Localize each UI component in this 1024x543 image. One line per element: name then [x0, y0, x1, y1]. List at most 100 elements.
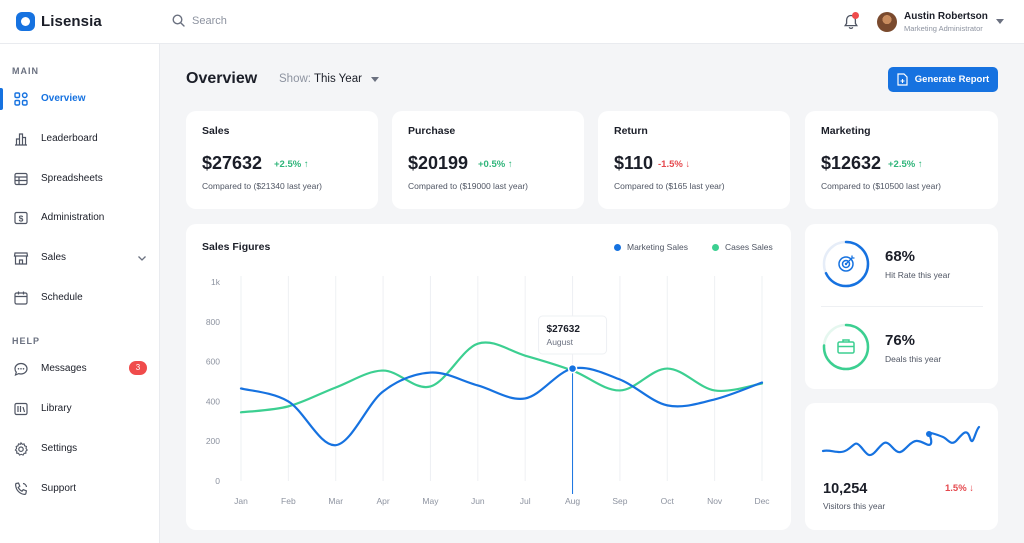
sidebar-item-label: Leaderboard	[41, 133, 98, 144]
app-logo[interactable]: Lisensia	[16, 12, 102, 31]
hit-rate-progress	[822, 240, 870, 288]
arrow-up-icon: ↑	[303, 159, 309, 170]
search-icon	[172, 14, 185, 27]
grid-icon	[14, 92, 28, 106]
briefcase-icon	[837, 339, 855, 354]
search-placeholder: Search	[192, 14, 227, 27]
sidebar-item-label: Library	[41, 403, 72, 414]
y-tick-label: 1k	[211, 277, 221, 287]
user-name: Austin Robertson	[904, 11, 988, 22]
chevron-down-icon[interactable]	[371, 77, 379, 82]
x-tick-label: Mar	[328, 496, 343, 506]
visitors-change: 1.5% ↓	[945, 483, 974, 494]
arrow-up-icon: ↑	[507, 159, 513, 170]
stat-compare: Compared to ($21340 last year)	[202, 181, 323, 191]
x-tick-label: Aug	[565, 496, 580, 506]
stat-card-marketing: Marketing $12632 +2.5% ↑ Compared to ($1…	[805, 111, 998, 209]
generate-report-button[interactable]: Generate Report	[888, 67, 998, 92]
hit-rate-label: Hit Rate this year	[885, 270, 951, 280]
stat-value: $27632	[202, 153, 263, 173]
document-icon	[897, 73, 908, 86]
legend-item-cases: Cases Sales	[712, 242, 773, 252]
sidebar-item-schedule[interactable]: Schedule	[0, 285, 159, 311]
stat-compare: Compared to ($19000 last year)	[408, 181, 529, 191]
stat-title: Sales	[202, 125, 230, 137]
stat-title: Marketing	[821, 125, 871, 137]
notification-dot	[852, 12, 859, 19]
avatar[interactable]	[877, 12, 897, 32]
page-title: Overview	[186, 70, 258, 87]
sidebar-item-spreadsheets[interactable]: Spreadsheets	[0, 166, 159, 192]
target-icon	[838, 255, 855, 272]
legend-label: Marketing Sales	[627, 242, 688, 252]
visitors-label: Visitors this year	[823, 501, 886, 511]
stat-compare: Compared to ($10500 last year)	[821, 181, 942, 191]
arrow-down-icon: ↓	[685, 159, 691, 170]
store-icon	[13, 252, 29, 265]
chart-title: Sales Figures	[202, 241, 271, 253]
generate-report-label: Generate Report	[914, 74, 990, 85]
sidebar-item-leaderboard[interactable]: Leaderboard	[0, 126, 159, 152]
gear-icon	[14, 441, 28, 456]
visitors-sparkline	[821, 425, 981, 457]
stat-card-sales: Sales $27632 +2.5% ↑ Compared to ($21340…	[186, 111, 378, 209]
sidebar-item-sales[interactable]: Sales	[0, 245, 159, 271]
sidebar-item-label: Spreadsheets	[41, 173, 103, 184]
x-tick-label: Oct	[661, 496, 675, 506]
dollar-icon: $	[14, 211, 28, 225]
legend-label: Cases Sales	[725, 242, 773, 252]
stat-card-return: Return $110 -1.5% ↓ Compared to ($165 la…	[598, 111, 790, 209]
period-select[interactable]: Show: This Year	[279, 73, 362, 85]
x-tick-label: Jan	[234, 496, 248, 506]
stat-change: +2.5% ↑	[274, 159, 309, 170]
sidebar-section-main: MAIN	[12, 66, 39, 76]
x-tick-label: Jun	[471, 496, 485, 506]
sidebar-item-label: Schedule	[41, 292, 83, 303]
stat-value: $20199	[408, 153, 469, 173]
app-name: Lisensia	[41, 13, 102, 30]
legend-dot	[712, 243, 719, 251]
period-value: This Year	[313, 73, 362, 85]
x-tick-label: Jul	[520, 496, 531, 506]
chart-tooltip	[538, 315, 608, 355]
top-bar: Lisensia Search Austin Robertson Marketi…	[0, 0, 1024, 44]
sales-line-chart[interactable]: Jan Feb Mar Apr May Jun Jul Aug Sep Oct Nov Dec 0 200…	[186, 224, 791, 530]
hit-rate-value: 68%	[885, 248, 916, 265]
y-tick-label: 200	[206, 436, 220, 446]
x-tick-label: Apr	[376, 496, 389, 506]
sidebar-item-overview[interactable]: Overview	[0, 86, 159, 112]
sparkline-path	[821, 425, 981, 457]
bar-chart-icon	[15, 133, 27, 146]
arrow-down-icon: ↓	[969, 483, 975, 494]
sidebar-item-support[interactable]: Support	[0, 476, 159, 502]
x-tick-label: May	[422, 496, 439, 506]
deals-ring	[822, 323, 870, 371]
svg-text:$: $	[19, 213, 24, 223]
y-tick-label: 400	[206, 396, 220, 406]
stat-change-value: -1.5%	[658, 159, 683, 170]
sidebar-item-messages[interactable]: Messages 3	[0, 356, 159, 382]
chevron-down-icon[interactable]	[996, 19, 1004, 24]
logo-mark-icon	[16, 12, 35, 31]
tooltip-value: $27632	[547, 324, 581, 335]
sales-figures-card: Sales Figures Marketing Sales Cases Sale…	[186, 224, 791, 530]
x-tick-label: Feb	[281, 496, 296, 506]
sparkline-marker	[926, 431, 932, 437]
y-tick-label: 800	[206, 317, 220, 327]
legend-item-marketing: Marketing Sales	[614, 242, 688, 252]
divider	[821, 306, 983, 307]
series-line-marketing-sales	[239, 366, 764, 447]
sidebar-item-label: Administration	[41, 212, 105, 223]
deals-value: 76%	[885, 332, 916, 349]
chevron-down-icon[interactable]	[137, 253, 147, 263]
stat-value: $110	[614, 153, 654, 173]
library-icon	[14, 402, 28, 416]
stat-change: +2.5% ↑	[888, 159, 923, 170]
sidebar-item-settings[interactable]: Settings	[0, 436, 159, 462]
sidebar-item-administration[interactable]: $ Administration	[0, 205, 159, 231]
sidebar-item-label: Settings	[41, 443, 78, 454]
search-input[interactable]: Search	[172, 14, 227, 27]
sidebar-item-library[interactable]: Library	[0, 396, 159, 422]
highlight-point	[567, 363, 578, 374]
x-tick-label: Dec	[754, 496, 770, 506]
